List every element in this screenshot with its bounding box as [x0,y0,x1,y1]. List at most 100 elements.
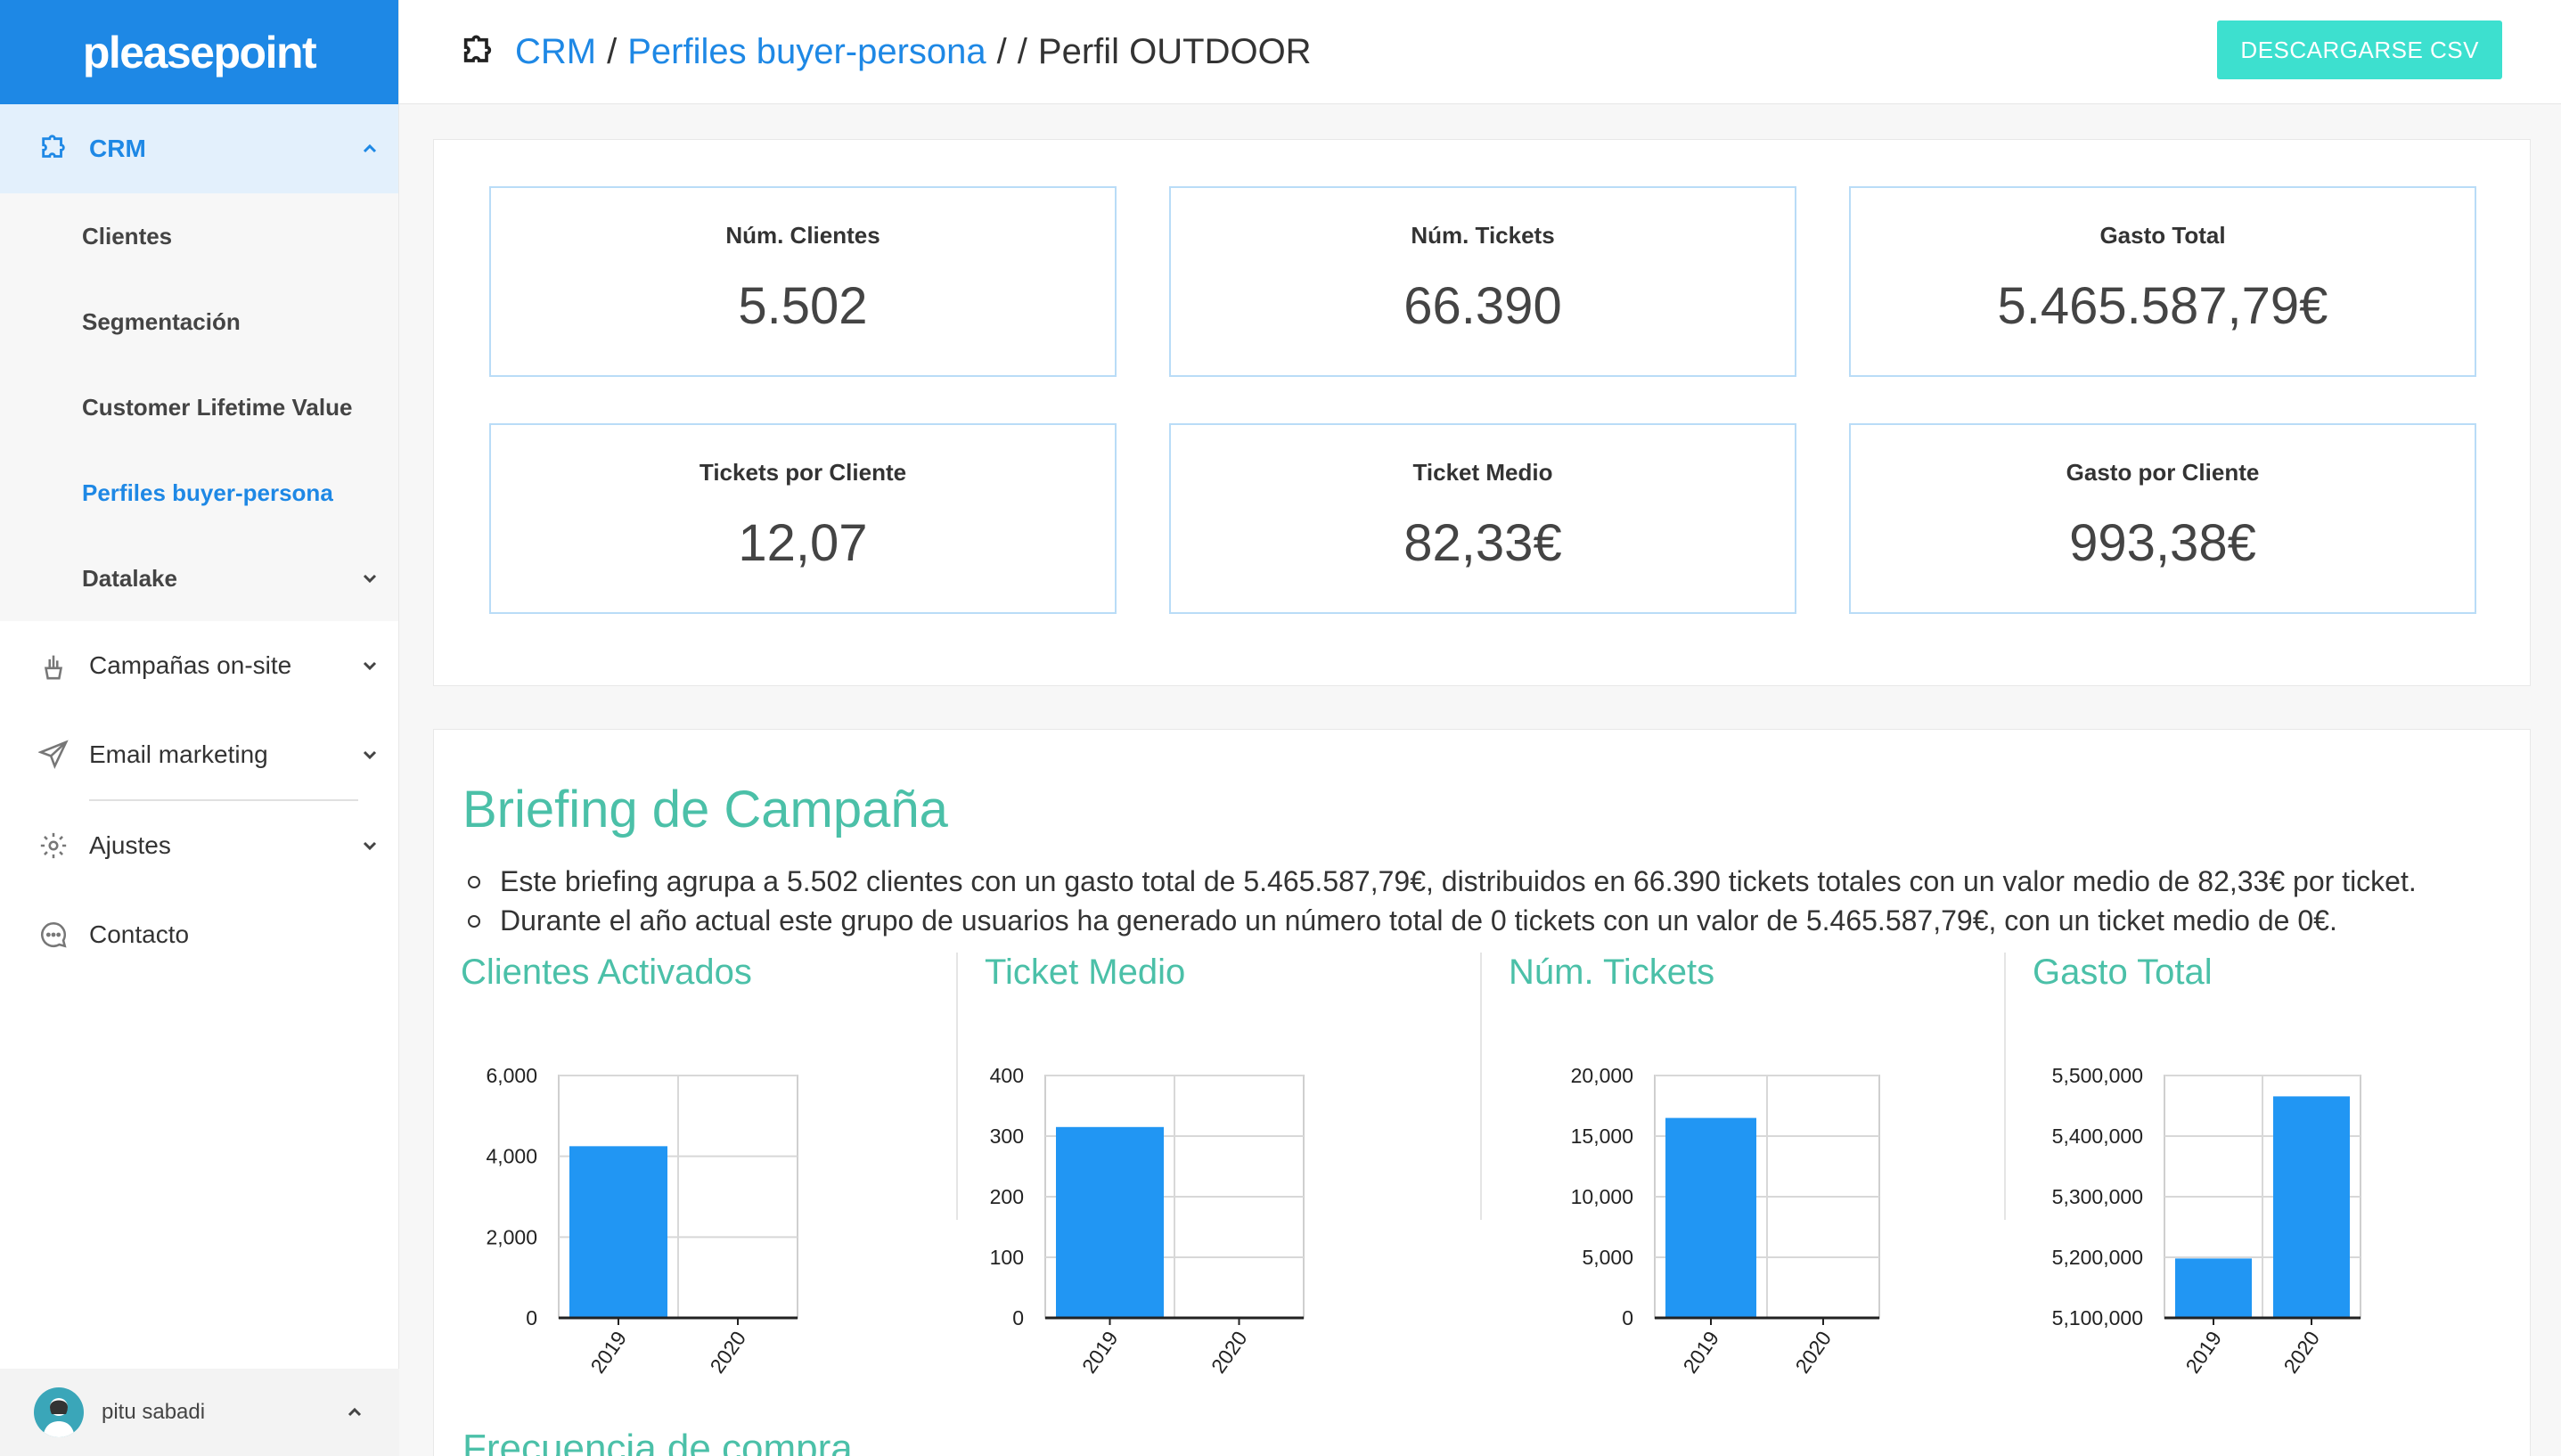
kpi-card: Núm. Clientes 5.502 [489,186,1117,377]
puzzle-icon [36,131,71,167]
x-tick-label: 2020 [705,1327,750,1378]
y-tick-label: 0 [526,1306,537,1329]
sidebar-item-email[interactable]: Email marketing [0,710,398,799]
bar-chart: 0 5,000 10,000 15,000 20,000 2019 2020 [1571,1064,1880,1378]
y-tick-label: 0 [1622,1306,1633,1329]
sidebar-item-label: Email marketing [89,740,268,768]
y-tick-label: 5,500,000 [2052,1064,2143,1087]
briefing-title: Briefing de Campaña [462,781,948,838]
chart-gasto-total: Gasto Total 5,100,000 5,200,000 5,300,000 5… [2006,953,2530,1378]
sidebar-item-datalake[interactable]: Datalake [0,536,398,621]
y-tick-label: 20,000 [1571,1064,1633,1087]
x-tick-label: 2020 [2279,1327,2324,1378]
bar-chart: 5,100,000 5,200,000 5,300,000 5,400,000 5,50… [2052,1064,2361,1378]
y-tick-label: 400 [990,1064,1024,1087]
section-title-frecuencia: Frecuencia de compra [462,1427,853,1456]
y-tick-label: 5,400,000 [2052,1125,2143,1148]
sidebar-item-contacto[interactable]: Contacto [0,890,398,979]
bar [2273,1096,2350,1318]
kpi-value: 5.502 [738,277,868,335]
cactus-icon [36,648,71,683]
sidebar-item-perfiles[interactable]: Perfiles buyer-persona [0,450,398,536]
kpi-label: Núm. Clientes [725,222,880,249]
breadcrumb-separator: / [607,31,618,71]
y-tick-label: 100 [990,1246,1024,1269]
briefing-line: Durante el año actual este grupo de usua… [462,901,2417,940]
kpi-value: 82,33€ [1403,514,1562,572]
user-menu[interactable]: pitu sabadi [0,1369,399,1456]
kpi-value: 5.465.587,79€ [1997,277,2328,335]
x-tick-label: 2019 [2181,1327,2226,1378]
crm-submenu: Clientes Segmentación Customer Lifetime … [0,193,398,621]
chevron-down-icon [363,750,377,760]
kpi-panel: Núm. Clientes 5.502 Núm. Tickets 66.390 … [433,139,2531,686]
download-csv-button[interactable]: DESCARGARSE CSV [2217,20,2502,79]
sidebar-item-clientes[interactable]: Clientes [0,193,398,279]
breadcrumb-separator: / [996,31,1007,71]
bar-chart: 0 2,000 4,000 6,000 2019 2020 [486,1064,798,1378]
kpi-card: Gasto Total 5.465.587,79€ [1849,186,2476,377]
sidebar-item-crm[interactable]: CRM [0,104,398,193]
sidebar-item-campanas[interactable]: Campañas on-site [0,621,398,710]
x-tick-label: 2019 [1077,1327,1123,1378]
breadcrumb-current: Perfil OUTDOOR [1037,31,1312,71]
y-tick-label: 2,000 [486,1225,537,1248]
avatar [34,1387,84,1437]
kpi-label: Núm. Tickets [1411,222,1555,249]
x-tick-label: 2019 [1678,1327,1723,1378]
briefing-panel: Briefing de Campaña Este briefing agrupa… [433,729,2531,1456]
app-logo[interactable]: pleasepoint [0,0,398,104]
kpi-value: 993,38€ [2069,514,2256,572]
kpi-card: Gasto por Cliente 993,38€ [1849,423,2476,614]
breadcrumb-crm[interactable]: CRM [515,31,597,71]
chart-title: Gasto Total [2033,953,2213,992]
kpi-label: Gasto por Cliente [2066,459,2260,486]
bar [1056,1126,1164,1318]
breadcrumb: CRM / Perfiles buyer-persona / / Perfil … [515,32,1312,72]
chevron-up-icon [363,143,377,153]
sidebar-item-label: Clientes [82,222,173,249]
gear-icon [36,828,71,863]
kpi-label: Gasto Total [2099,222,2226,249]
sidebar-item-label: Ajustes [89,831,171,859]
y-tick-label: 5,100,000 [2052,1306,2143,1329]
y-tick-label: 6,000 [486,1064,537,1087]
y-tick-label: 15,000 [1571,1125,1633,1148]
top-bar: CRM / Perfiles buyer-persona / / Perfil … [399,0,2561,104]
y-tick-label: 0 [1012,1306,1024,1329]
chevron-down-icon [363,574,377,584]
sidebar: pleasepoint CRM Clientes Segmentación Cu… [0,0,399,1456]
bar [2175,1258,2252,1318]
sidebar-item-label: Segmentación [82,307,241,335]
bar-chart: 0 100 200 300 400 2019 2020 [990,1064,1305,1378]
chart-title: Núm. Tickets [1509,953,1715,992]
y-tick-label: 200 [990,1185,1024,1208]
sidebar-item-ajustes[interactable]: Ajustes [0,801,398,890]
x-tick-label: 2020 [1207,1327,1252,1378]
briefing-list: Este briefing agrupa a 5.502 clientes co… [462,862,2417,940]
x-tick-label: 2019 [585,1327,631,1378]
user-name: pitu sabadi [102,1400,206,1424]
sidebar-item-label: Customer Lifetime Value [82,393,353,421]
chart-title: Ticket Medio [985,953,1186,992]
sidebar-item-clv[interactable]: Customer Lifetime Value [0,364,398,450]
kpi-value: 66.390 [1403,277,1562,335]
chevron-down-icon [363,661,377,671]
sidebar-item-label: Perfiles buyer-persona [82,479,333,506]
puzzle-icon [463,35,492,62]
briefing-line: Este briefing agrupa a 5.502 clientes co… [462,862,2417,901]
sidebar-item-label: Contacto [89,920,190,948]
chevron-down-icon [363,841,377,851]
y-tick-label: 300 [990,1125,1024,1148]
y-tick-label: 10,000 [1571,1185,1633,1208]
sidebar-item-label: Datalake [82,564,177,592]
kpi-card: Ticket Medio 82,33€ [1169,423,1796,614]
kpi-label: Ticket Medio [1412,459,1553,486]
bar [569,1146,667,1318]
kpi-label: Tickets por Cliente [699,459,907,486]
kpi-card: Núm. Tickets 66.390 [1169,186,1796,377]
sidebar-item-segmentacion[interactable]: Segmentación [0,279,398,364]
bar [1665,1117,1756,1318]
breadcrumb-perfiles[interactable]: Perfiles buyer-persona [627,31,986,71]
y-tick-label: 5,200,000 [2052,1246,2143,1269]
